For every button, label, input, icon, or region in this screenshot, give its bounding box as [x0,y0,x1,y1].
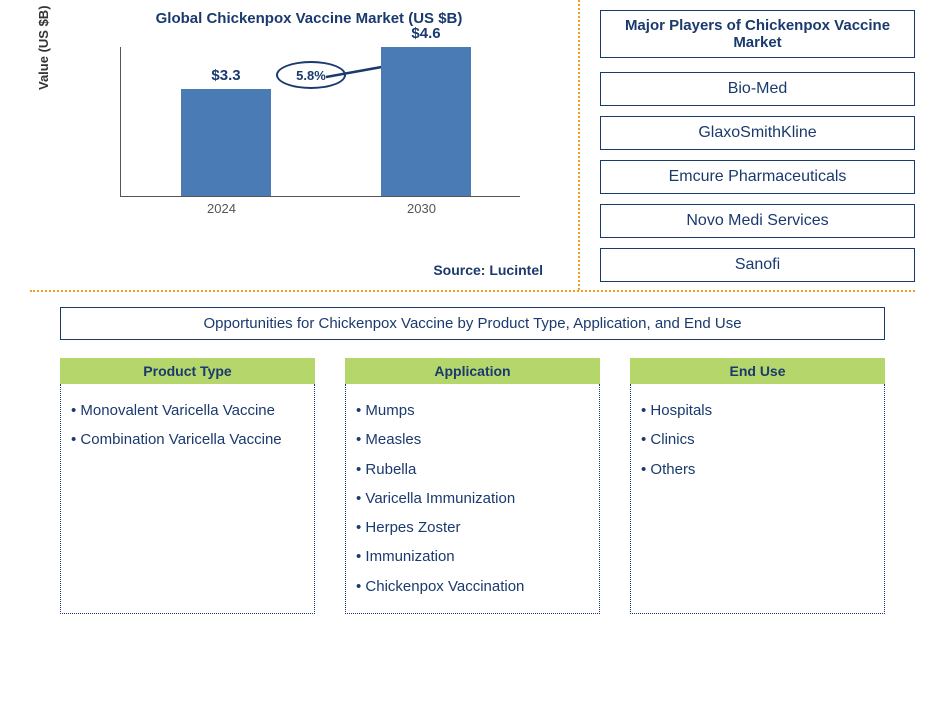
opp-col-end-use: End Use Hospitals Clinics Others [630,358,885,614]
x-label-2030: 2030 [407,201,436,216]
player-item: Sanofi [600,248,915,282]
opportunities-section: Opportunities for Chickenpox Vaccine by … [0,292,945,624]
opp-item: Combination Varicella Vaccine [71,425,304,454]
chart-panel: Global Chickenpox Vaccine Market (US $B)… [0,0,580,290]
bar-value-2024: $3.3 [181,67,271,84]
opp-item: Hospitals [641,396,874,425]
opp-header-application: Application [345,358,600,384]
opp-item: Measles [356,425,589,454]
opp-col-application: Application Mumps Measles Rubella Varice… [345,358,600,614]
players-panel: Major Players of Chickenpox Vaccine Mark… [580,0,945,290]
opp-item: Rubella [356,455,589,484]
opp-item: Herpes Zoster [356,513,589,542]
opp-header-end-use: End Use [630,358,885,384]
opp-list-application: Mumps Measles Rubella Varicella Immuniza… [345,384,600,614]
bar-value-2030: $4.6 [381,25,471,42]
bar-2024: $3.3 [181,89,271,196]
bar-2030: $4.6 [381,47,471,196]
chart-area: 5.8% $3.3 $4.6 2024 2030 [90,47,548,217]
opp-list-product-type: Monovalent Varicella Vaccine Combination… [60,384,315,614]
bars-container: 5.8% $3.3 $4.6 [120,47,520,197]
players-title: Major Players of Chickenpox Vaccine Mark… [600,10,915,58]
opp-item: Chickenpox Vaccination [356,572,589,601]
y-axis-label: Value (US $B) [36,5,51,90]
x-label-2024: 2024 [207,201,236,216]
opportunities-title: Opportunities for Chickenpox Vaccine by … [60,307,885,340]
top-section: Global Chickenpox Vaccine Market (US $B)… [0,0,945,290]
opp-item: Mumps [356,396,589,425]
opp-item: Others [641,455,874,484]
opportunities-columns: Product Type Monovalent Varicella Vaccin… [60,358,885,614]
opp-item: Clinics [641,425,874,454]
chart-title: Global Chickenpox Vaccine Market (US $B) [70,10,548,27]
player-item: Bio-Med [600,72,915,106]
opp-item: Varicella Immunization [356,484,589,513]
player-item: Novo Medi Services [600,204,915,238]
opp-col-product-type: Product Type Monovalent Varicella Vaccin… [60,358,315,614]
opp-header-product-type: Product Type [60,358,315,384]
player-item: Emcure Pharmaceuticals [600,160,915,194]
player-item: GlaxoSmithKline [600,116,915,150]
opp-item: Monovalent Varicella Vaccine [71,396,304,425]
growth-annotation: 5.8% [276,61,396,89]
source-label: Source: Lucintel [433,262,543,278]
opp-list-end-use: Hospitals Clinics Others [630,384,885,614]
opp-item: Immunization [356,542,589,571]
